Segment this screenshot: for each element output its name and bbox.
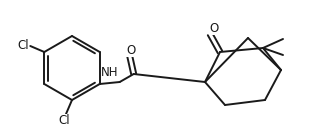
Text: NH: NH <box>101 66 118 79</box>
Text: Cl: Cl <box>17 38 29 52</box>
Text: O: O <box>126 44 135 57</box>
Text: Cl: Cl <box>58 114 70 127</box>
Text: O: O <box>209 22 219 34</box>
